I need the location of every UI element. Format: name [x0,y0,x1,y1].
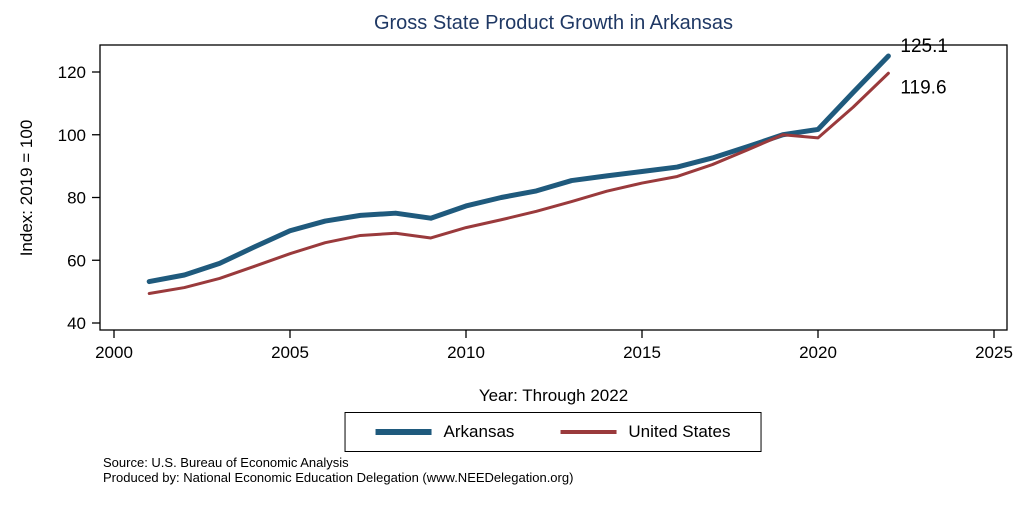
chart-title: Gross State Product Growth in Arkansas [373,12,734,34]
x-tick-label: 2020 [799,343,837,362]
x-tick-label: 2000 [95,343,133,362]
united-states-line-swatch [560,430,617,434]
y-tick-label: 60 [67,251,86,270]
legend-item-arkansas: Arkansas [375,422,515,442]
end-value-label: 119.6 [900,77,946,98]
end-value-label: 125.1 [900,36,948,57]
y-tick-label: 40 [67,314,86,333]
x-axis-title: Year: Through 2022 [478,386,629,405]
series-line-united-states [147,71,890,296]
x-tick-label: 2015 [623,343,661,362]
produced-by-note: Produced by: National Economic Education… [103,470,574,485]
plot-border [99,44,1008,331]
x-tick-label: 2025 [975,343,1013,362]
x-tick-label: 2010 [447,343,485,362]
legend: Arkansas United States [344,412,762,452]
plot-svg: 40 60 80 100 120 2000 2005 2010 2015 2020 2025 125.… [58,36,1013,362]
legend-item-united-states: United States [560,422,730,442]
footer-notes: Source: U.S. Bureau of Economic Analysis… [103,455,573,485]
y-tick-label: 120 [58,63,86,82]
y-axis-title: Index: 2019 = 100 [17,119,36,257]
source-note: Source: U.S. Bureau of Economic Analysis [103,455,349,470]
legend-label-arkansas: Arkansas [443,422,515,441]
arkansas-line-swatch [375,429,432,435]
legend-label-united-states: United States [628,422,731,441]
x-tick-label: 2005 [271,343,309,362]
y-tick-label: 100 [58,126,86,145]
series-line-arkansas [146,53,891,285]
y-tick-label: 80 [67,189,86,208]
